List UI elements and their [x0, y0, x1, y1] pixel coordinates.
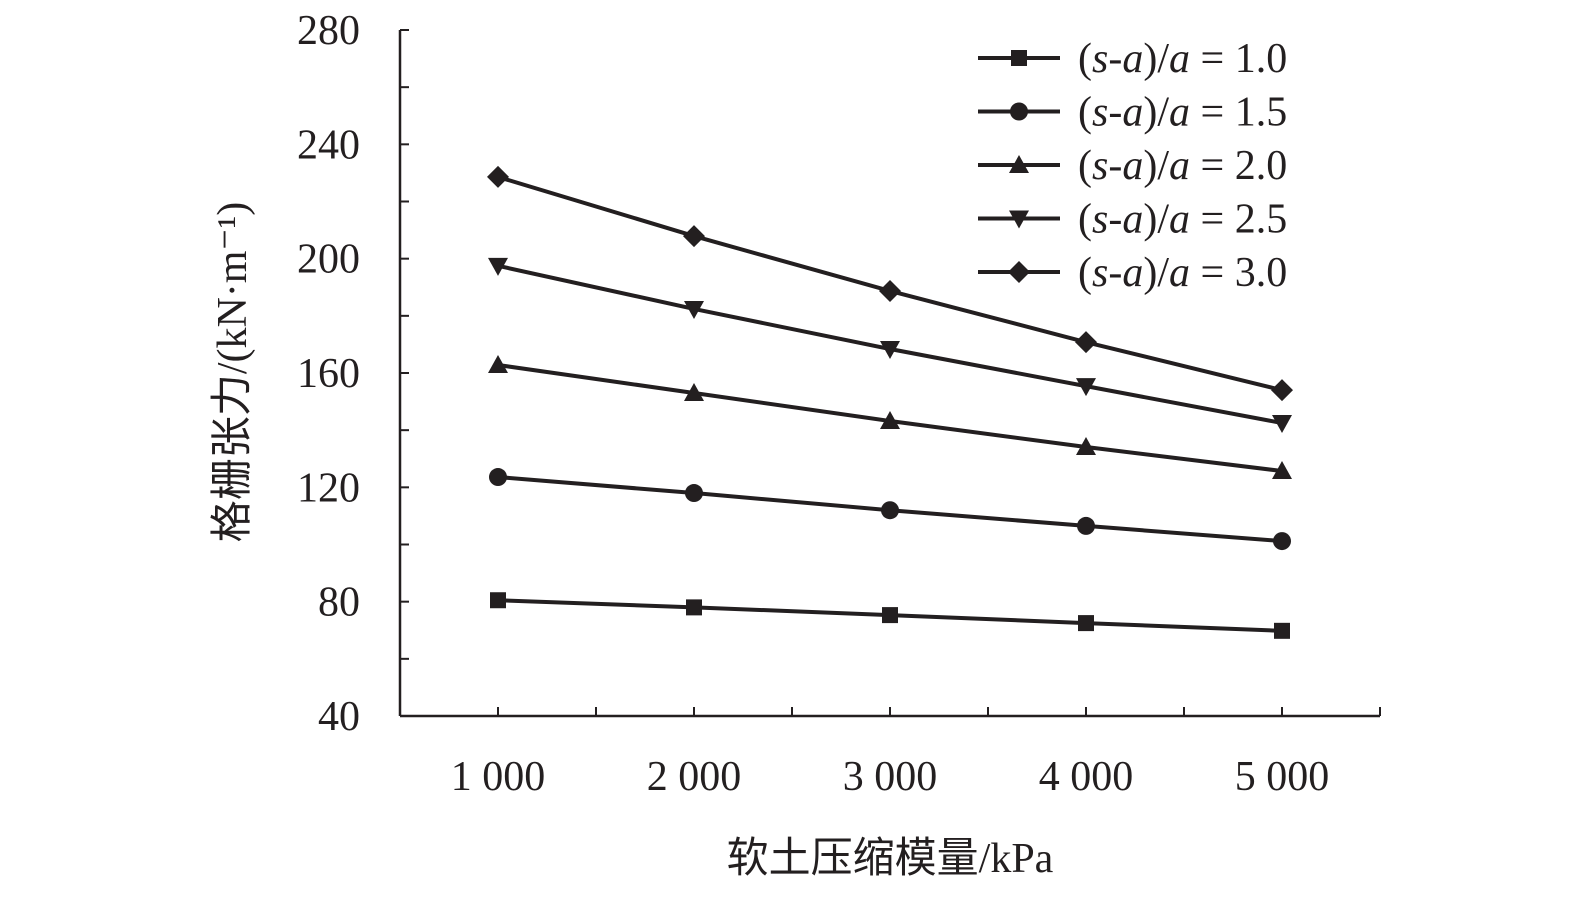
- legend-item: (s-a)/a = 2.0: [978, 143, 1287, 189]
- data-point: [1076, 437, 1096, 456]
- legend-item: (s-a)/a = 3.0: [978, 250, 1287, 296]
- data-point: [1078, 615, 1094, 632]
- legend-label-part: )/: [1143, 143, 1169, 189]
- legend-marker: [1009, 210, 1029, 229]
- y-tick-label: 80: [318, 580, 360, 626]
- legend-label-part: -: [1108, 143, 1122, 189]
- data-point: [683, 225, 705, 248]
- series-triangle-down: [488, 257, 1292, 434]
- legend-label-part: = 1.0: [1190, 36, 1287, 82]
- data-point: [489, 468, 507, 487]
- legend-label-part: a: [1122, 143, 1143, 189]
- legend-label-part: = 1.5: [1190, 90, 1287, 136]
- legend-item: (s-a)/a = 2.5: [978, 197, 1287, 243]
- legend-label-part: = 2.5: [1190, 197, 1287, 243]
- data-point: [1076, 378, 1096, 397]
- legend-label-part: s: [1092, 197, 1108, 243]
- data-point: [1272, 415, 1292, 434]
- legend: (s-a)/a = 1.0(s-a)/a = 1.5(s-a)/a = 2.0(…: [978, 36, 1287, 296]
- legend-label-part: (: [1078, 36, 1092, 82]
- legend-marker: [1011, 50, 1027, 66]
- legend-label-part: a: [1169, 197, 1190, 243]
- data-point: [1271, 379, 1293, 402]
- series-circle: [489, 468, 1291, 551]
- legend-label-part: a: [1122, 197, 1143, 243]
- legend-label-part: a: [1122, 90, 1143, 136]
- x-tick-label: 5 000: [1235, 754, 1330, 800]
- legend-label-part: (: [1078, 197, 1092, 243]
- legend-label-part: (: [1078, 143, 1092, 189]
- series-group: [487, 165, 1293, 639]
- legend-label: (s-a)/a = 1.5: [1078, 90, 1287, 136]
- y-axis-label: 格栅张力/(kN·m⁻¹): [210, 202, 256, 542]
- legend-label-part: = 2.0: [1190, 143, 1287, 189]
- series-triangle-up: [488, 354, 1292, 480]
- series-square: [490, 592, 1290, 639]
- y-tick-label: 160: [297, 351, 360, 397]
- legend-label-part: s: [1092, 250, 1108, 296]
- legend-label-part: a: [1169, 250, 1190, 296]
- x-axis-label: 软土压缩模量/kPa: [727, 836, 1054, 882]
- data-point: [490, 592, 506, 609]
- legend-item: (s-a)/a = 1.5: [978, 90, 1287, 136]
- series-diamond: [487, 165, 1293, 402]
- data-point: [684, 383, 704, 402]
- legend-label-part: -: [1108, 250, 1122, 296]
- legend-marker: [1009, 155, 1029, 173]
- legend-marker: [1010, 102, 1028, 121]
- data-point: [686, 599, 702, 616]
- data-point: [879, 279, 901, 302]
- legend-label-part: (: [1078, 90, 1092, 136]
- data-point: [488, 354, 508, 373]
- legend-marker: [1008, 261, 1030, 283]
- data-point: [881, 501, 899, 520]
- data-point: [880, 340, 900, 359]
- data-point: [685, 484, 703, 503]
- x-tick-label: 1 000: [451, 754, 546, 800]
- legend-label-part: s: [1092, 143, 1108, 189]
- x-tick-label: 3 000: [843, 754, 938, 800]
- y-tick-label: 240: [297, 122, 360, 168]
- data-point: [488, 257, 508, 276]
- data-point: [880, 411, 900, 430]
- legend-label-part: )/: [1143, 90, 1169, 136]
- data-point: [1273, 532, 1291, 551]
- legend-label: (s-a)/a = 2.5: [1078, 197, 1287, 243]
- y-tick-label: 120: [297, 465, 360, 511]
- legend-label: (s-a)/a = 1.0: [1078, 36, 1287, 82]
- y-tick-label: 40: [318, 694, 360, 740]
- legend-label-part: -: [1108, 197, 1122, 243]
- data-point: [1274, 622, 1290, 639]
- legend-label-part: a: [1122, 36, 1143, 82]
- data-point: [684, 300, 704, 319]
- legend-label-part: a: [1169, 90, 1190, 136]
- data-point: [1075, 331, 1097, 354]
- legend-label-part: a: [1122, 250, 1143, 296]
- legend-label-part: -: [1108, 90, 1122, 136]
- legend-label-part: )/: [1143, 36, 1169, 82]
- legend-label: (s-a)/a = 2.0: [1078, 143, 1287, 189]
- legend-label-part: s: [1092, 36, 1108, 82]
- data-point: [1272, 461, 1292, 480]
- legend-label-part: s: [1092, 90, 1108, 136]
- y-tick-label: 200: [297, 237, 360, 283]
- y-tick-label: 280: [297, 8, 360, 54]
- legend-label-part: (: [1078, 250, 1092, 296]
- legend-label-part: )/: [1143, 197, 1169, 243]
- x-tick-label: 4 000: [1039, 754, 1134, 800]
- x-tick-label: 2 000: [647, 754, 742, 800]
- legend-label-part: -: [1108, 36, 1122, 82]
- data-point: [882, 607, 898, 624]
- legend-label-part: = 3.0: [1190, 250, 1287, 296]
- data-point: [487, 165, 509, 188]
- legend-label: (s-a)/a = 3.0: [1078, 250, 1287, 296]
- legend-label-part: a: [1169, 36, 1190, 82]
- axes: 40 80 120 160 200 240 280 1 000 2 000 3 000 4 000 5…: [297, 8, 1381, 800]
- legend-label-part: )/: [1143, 250, 1169, 296]
- legend-item: (s-a)/a = 1.0: [978, 36, 1287, 82]
- data-point: [1077, 516, 1095, 535]
- legend-label-part: a: [1169, 143, 1190, 189]
